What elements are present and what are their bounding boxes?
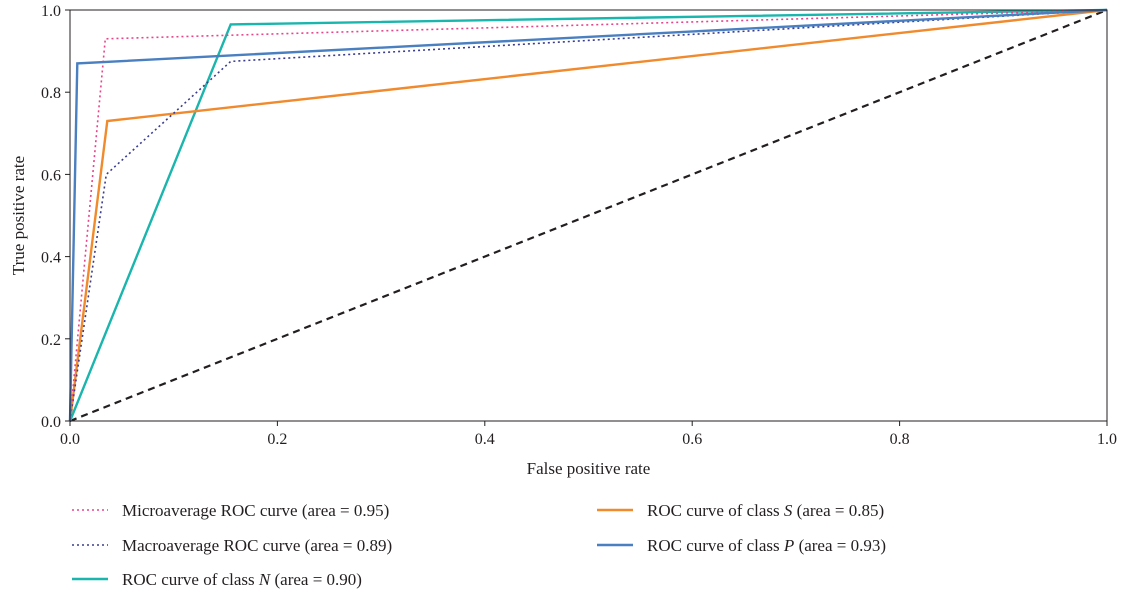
legend-label: ROC curve of class P (area = 0.93)	[647, 536, 886, 555]
legend-label: ROC curve of class N (area = 0.90)	[122, 570, 362, 589]
legend: Microaverage ROC curve (area = 0.95) Macr…	[72, 501, 886, 589]
series-line-0	[69, 9, 1108, 422]
chance-diagonal-line	[69, 8, 1108, 423]
y-tick-label: 0.8	[41, 85, 61, 102]
x-axis-label: False positive rate	[527, 459, 651, 478]
plot-frame	[69, 9, 1108, 422]
y-tick-label: 0.6	[41, 167, 61, 184]
legend-item: Macroaverage ROC curve (area = 0.89)	[72, 536, 392, 555]
x-tick-label: 0.8	[890, 431, 910, 448]
legend-label: Macroaverage ROC curve (area = 0.89)	[122, 536, 392, 555]
y-tick-label: 0.2	[41, 332, 61, 349]
legend-item: ROC curve of class S (area = 0.85)	[597, 501, 884, 520]
legend-item: Microaverage ROC curve (area = 0.95)	[72, 501, 389, 520]
series-line-3	[68, 8, 1108, 422]
y-tick-label: 0.0	[41, 414, 61, 431]
legend-label: ROC curve of class S (area = 0.85)	[647, 501, 884, 520]
x-tick-label: 0.0	[60, 431, 80, 448]
plot-lines	[68, 8, 1108, 423]
series-line-2	[68, 8, 1108, 422]
x-tick-label: 0.4	[475, 431, 495, 448]
y-tick-label: 0.4	[41, 250, 61, 267]
y-axis-label: True positive rate	[9, 156, 28, 275]
x-tick-label: 0.2	[267, 431, 287, 448]
y-tick-label: 1.0	[41, 3, 61, 20]
legend-label: Microaverage ROC curve (area = 0.95)	[122, 501, 389, 520]
x-axis-ticks: 0.0 0.2 0.4 0.6 0.8 1.0	[60, 421, 1117, 448]
x-tick-label: 1.0	[1097, 431, 1117, 448]
legend-item: ROC curve of class P (area = 0.93)	[597, 536, 886, 555]
series-line-4	[68, 8, 1108, 422]
x-tick-label: 0.6	[682, 431, 702, 448]
y-axis-ticks: 0.0 0.2 0.4 0.6 0.8 1.0	[41, 3, 70, 431]
legend-item: ROC curve of class N (area = 0.90)	[72, 570, 362, 589]
series-line-1	[69, 9, 1108, 422]
